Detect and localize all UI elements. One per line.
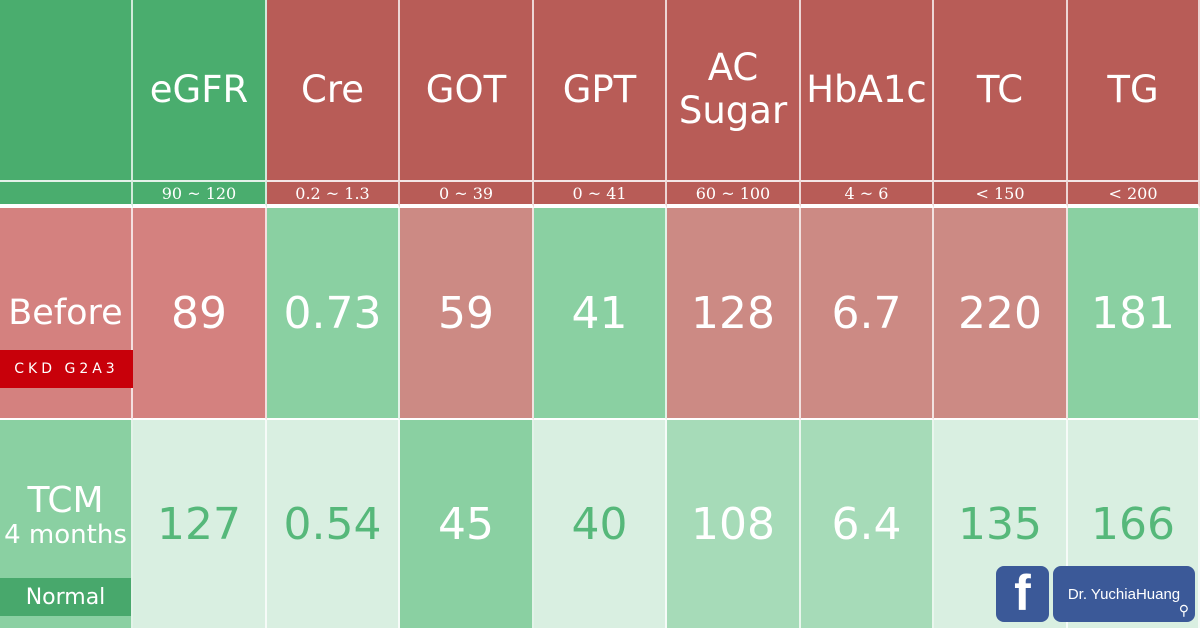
range-got: 0 ~ 39 [400, 180, 534, 208]
before-tc: 220 [934, 208, 1068, 420]
after-gpt: 40 [534, 420, 667, 628]
before-got: 59 [400, 208, 534, 420]
before-hba1c: 6.7 [801, 208, 934, 420]
header-hba1c: HbA1c [801, 0, 934, 180]
before-tg: 181 [1068, 208, 1200, 420]
header-tg: TG [1068, 0, 1200, 180]
after-got: 45 [400, 420, 534, 628]
facebook-icon[interactable]: f [996, 566, 1049, 622]
ckd-stage-badge: CKD G2A3 [0, 350, 133, 388]
range-tg: < 200 [1068, 180, 1200, 208]
after-cre: 0.54 [267, 420, 400, 628]
before-ac-sugar: 128 [667, 208, 801, 420]
header-corner [0, 0, 133, 180]
header-got: GOT [400, 0, 534, 180]
before-label: Before [8, 293, 123, 333]
range-cre: 0.2 ~ 1.3 [267, 180, 400, 208]
before-gpt: 41 [534, 208, 667, 420]
after-ac-sugar: 108 [667, 420, 801, 628]
header-ac-sugar-line1: AC [707, 46, 759, 90]
after-hba1c: 6.4 [801, 420, 934, 628]
row-label-before: Before CKD G2A3 [0, 208, 133, 420]
facebook-branding[interactable]: f Dr. YuchiaHuang ⚲ [996, 566, 1195, 622]
range-egfr: 90 ~ 120 [133, 180, 267, 208]
before-cre: 0.73 [267, 208, 400, 420]
row-label-after: TCM 4 months Normal [0, 420, 133, 628]
after-label-line1: TCM [27, 480, 104, 521]
range-corner [0, 180, 133, 208]
range-hba1c: 4 ~ 6 [801, 180, 934, 208]
range-tc: < 150 [934, 180, 1068, 208]
range-gpt: 0 ~ 41 [534, 180, 667, 208]
header-egfr: eGFR [133, 0, 267, 180]
header-ac-sugar: AC Sugar [667, 0, 801, 180]
facebook-page-name-text: Dr. YuchiaHuang [1067, 585, 1181, 603]
header-tc: TC [934, 0, 1068, 180]
facebook-page-name[interactable]: Dr. YuchiaHuang ⚲ [1053, 566, 1195, 622]
search-icon: ⚲ [1178, 602, 1189, 618]
normal-status-badge: Normal [0, 578, 131, 616]
after-label-line2: 4 months [4, 520, 127, 551]
header-ac-sugar-line2: Sugar [678, 89, 788, 132]
header-cre: Cre [267, 0, 400, 180]
before-egfr: 89 [133, 208, 267, 420]
after-egfr: 127 [133, 420, 267, 628]
header-gpt: GPT [534, 0, 667, 180]
range-ac-sugar: 60 ~ 100 [667, 180, 801, 208]
